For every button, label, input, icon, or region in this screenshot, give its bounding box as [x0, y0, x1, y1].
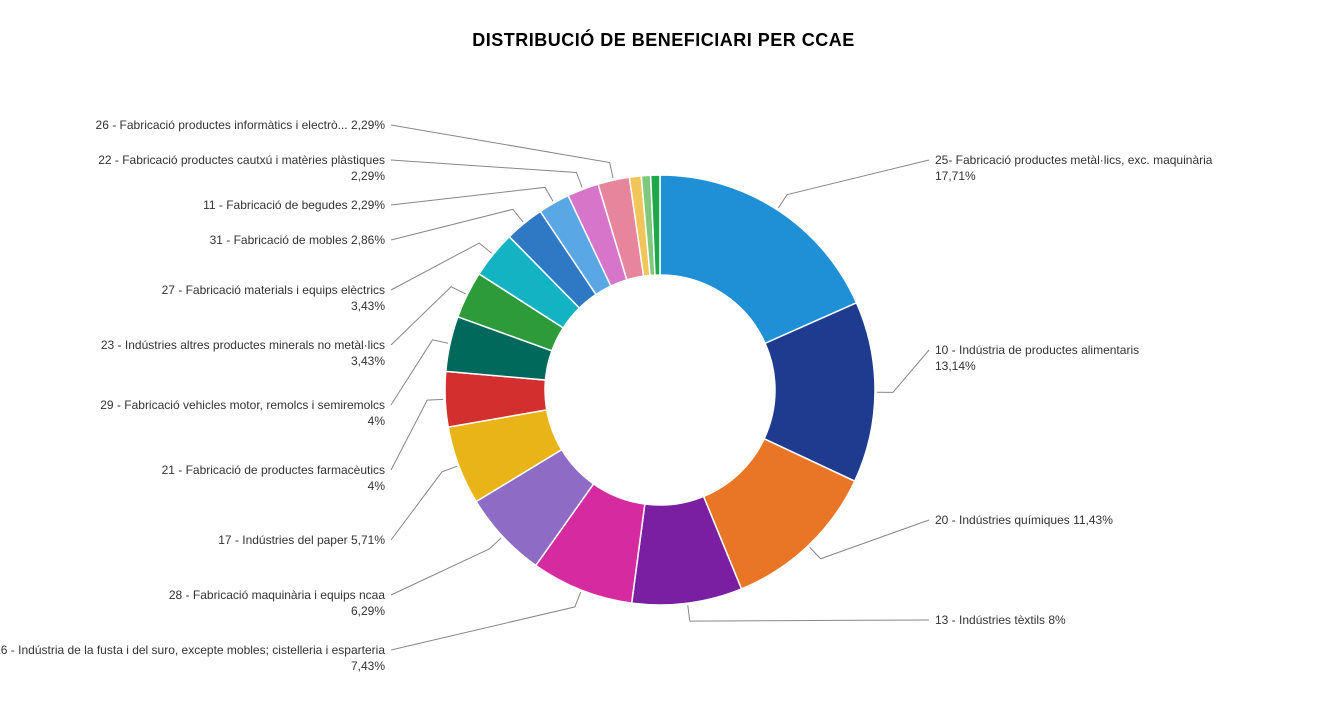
leader-16 — [391, 592, 581, 650]
label-line2: 13,14% — [935, 358, 1139, 374]
label-23: 23 - Indústries altres productes mineral… — [101, 337, 385, 369]
label-line1: 23 - Indústries altres productes mineral… — [101, 337, 385, 353]
label-line2: 6,29% — [169, 603, 385, 619]
label-11: 11 - Fabricació de begudes 2,29% — [203, 197, 385, 213]
leader-31 — [391, 209, 523, 240]
label-line2: 3,43% — [101, 353, 385, 369]
label-line2: 4% — [162, 478, 385, 494]
label-21: 21 - Fabricació de productes farmacèutic… — [162, 462, 385, 494]
label-line1: 13 - Indústries tèxtils 8% — [935, 612, 1066, 628]
label-26: 26 - Fabricació productes informàtics i … — [96, 117, 385, 133]
leader-21 — [391, 399, 443, 470]
label-line1: 25- Fabricació productes metàl·lics, exc… — [935, 152, 1212, 168]
label-27: 27 - Fabricació materials i equips elèct… — [162, 282, 385, 314]
label-20: 20 - Indústries químiques 11,43% — [935, 512, 1113, 528]
label-line2: 17,71% — [935, 168, 1212, 184]
leader-22 — [391, 160, 582, 187]
label-line1: 29 - Fabricació vehicles motor, remolcs … — [100, 397, 385, 413]
label-31: 31 - Fabricació de mobles 2,86% — [210, 232, 385, 248]
label-28: 28 - Fabricació maquinària i equips ncaa… — [169, 587, 385, 619]
leader-10 — [877, 350, 929, 392]
label-line1: 20 - Indústries químiques 11,43% — [935, 512, 1113, 528]
chart-container: DISTRIBUCIÓ DE BENEFICIARI PER CCAE 25- … — [20, 30, 1307, 706]
label-line2: 2,29% — [98, 168, 385, 184]
label-line2: 3,43% — [162, 298, 385, 314]
leader-28 — [391, 538, 501, 595]
label-line1: 21 - Fabricació de productes farmacèutic… — [162, 462, 385, 478]
label-17: 17 - Indústries del paper 5,71% — [218, 532, 385, 548]
label-line1: 26 - Fabricació productes informàtics i … — [96, 117, 385, 133]
label-line1: 11 - Fabricació de begudes 2,29% — [203, 197, 385, 213]
leader-29 — [391, 340, 448, 405]
label-line2: 4% — [100, 413, 385, 429]
label-10: 10 - Indústria de productes alimentaris1… — [935, 342, 1139, 374]
label-line1: 10 - Indústria de productes alimentaris — [935, 342, 1139, 358]
leader-17 — [391, 466, 457, 540]
label-29: 29 - Fabricació vehicles motor, remolcs … — [100, 397, 385, 429]
leader-13 — [688, 605, 929, 621]
label-22: 22 - Fabricació productes cautxú i matèr… — [98, 152, 385, 184]
label-line1: 22 - Fabricació productes cautxú i matèr… — [98, 152, 385, 168]
label-13: 13 - Indústries tèxtils 8% — [935, 612, 1066, 628]
label-16: 16 - Indústria de la fusta i del suro, e… — [0, 642, 385, 674]
label-line2: 7,43% — [0, 658, 385, 674]
leader-11 — [391, 187, 553, 205]
label-25: 25- Fabricació productes metàl·lics, exc… — [935, 152, 1212, 184]
label-line1: 27 - Fabricació materials i equips elèct… — [162, 282, 385, 298]
label-line1: 16 - Indústria de la fusta i del suro, e… — [0, 642, 385, 658]
label-line1: 17 - Indústries del paper 5,71% — [218, 532, 385, 548]
leader-26 — [391, 125, 613, 178]
label-line1: 31 - Fabricació de mobles 2,86% — [210, 232, 385, 248]
label-line1: 28 - Fabricació maquinària i equips ncaa — [169, 587, 385, 603]
leader-25 — [778, 160, 929, 208]
